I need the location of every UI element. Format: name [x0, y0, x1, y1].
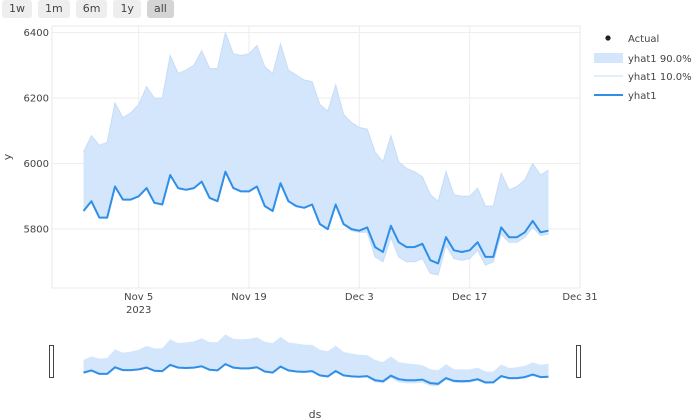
legend-item-actual[interactable]: Actual — [628, 34, 659, 45]
range-button-1m[interactable]: 1m — [38, 0, 70, 18]
uncertainty-band — [83, 32, 549, 275]
range-slider-handle-left[interactable] — [49, 345, 54, 378]
x-tick-sublabel: 2023 — [126, 305, 151, 316]
range-selector: 1w 1m 6m 1y all — [2, 0, 174, 18]
y-tick-label: 5800 — [24, 225, 49, 236]
yhat1-line — [82, 170, 549, 265]
range-slider[interactable] — [49, 334, 581, 387]
range-button-1y[interactable]: 1y — [113, 0, 141, 18]
y-axis-title: y — [1, 153, 14, 160]
x-tick-label: Nov 19 — [231, 292, 266, 303]
range-slider-band — [83, 334, 549, 387]
y-tick-label: 6400 — [24, 28, 49, 39]
yhat1-90-line — [83, 30, 549, 207]
y-tick-label: 6200 — [24, 94, 49, 105]
range-slider-line — [83, 362, 549, 385]
x-tick-label: Dec 3 — [345, 292, 374, 303]
plot-frame — [51, 25, 581, 289]
legend: Actual yhat1 90.0% yhat1 10.0% yhat1 — [594, 34, 692, 102]
x-axis: Nov 5 2023 Nov 19 Dec 3 Dec 17 Dec 31 — [124, 292, 597, 316]
y-tick-label: 6000 — [24, 159, 49, 170]
legend-actual-marker — [605, 35, 611, 41]
y-axis: 5800 6000 6200 6400 — [24, 28, 49, 236]
range-button-1w[interactable]: 1w — [2, 0, 32, 18]
x-tick-label: Dec 17 — [452, 292, 487, 303]
legend-band-swatch — [594, 53, 623, 63]
legend-item-yhat1-90[interactable]: yhat1 90.0% — [628, 54, 692, 65]
x-tick-label: Dec 31 — [562, 292, 597, 303]
legend-item-yhat1[interactable]: yhat1 — [628, 91, 657, 102]
range-button-all[interactable]: all — [146, 0, 174, 18]
legend-item-yhat1-10[interactable]: yhat1 10.0% — [628, 72, 692, 83]
range-button-6m[interactable]: 6m — [75, 0, 108, 18]
range-slider-handle-right[interactable] — [576, 345, 581, 378]
x-axis-title: ds — [309, 408, 322, 420]
x-tick-label: Nov 5 — [124, 292, 153, 303]
